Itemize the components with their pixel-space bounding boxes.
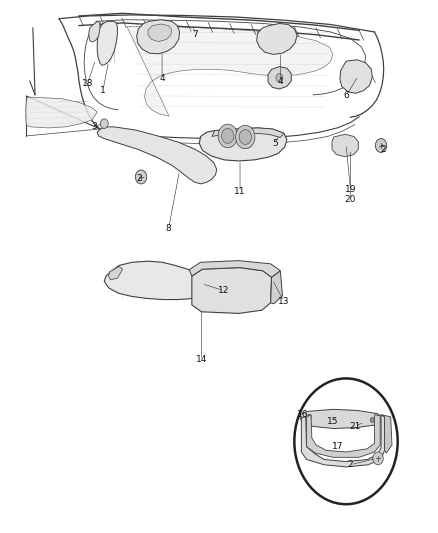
Text: 14: 14 bbox=[196, 356, 207, 364]
Text: 6: 6 bbox=[343, 92, 349, 100]
Circle shape bbox=[307, 414, 311, 419]
Text: 4: 4 bbox=[278, 77, 283, 85]
Circle shape bbox=[135, 170, 147, 184]
Polygon shape bbox=[104, 261, 214, 300]
Text: 12: 12 bbox=[218, 286, 229, 295]
Circle shape bbox=[276, 74, 283, 82]
Polygon shape bbox=[268, 67, 291, 89]
Polygon shape bbox=[25, 97, 97, 128]
Polygon shape bbox=[257, 23, 297, 54]
Text: 2: 2 bbox=[348, 461, 353, 469]
Text: 8: 8 bbox=[166, 224, 172, 232]
Polygon shape bbox=[340, 60, 372, 93]
Text: 7: 7 bbox=[192, 30, 198, 39]
Polygon shape bbox=[148, 24, 172, 42]
Polygon shape bbox=[301, 415, 385, 467]
Text: 15: 15 bbox=[327, 417, 339, 425]
Circle shape bbox=[370, 417, 374, 423]
Polygon shape bbox=[89, 21, 100, 42]
Text: 16: 16 bbox=[297, 410, 308, 419]
Polygon shape bbox=[97, 127, 217, 184]
Polygon shape bbox=[109, 266, 123, 280]
Polygon shape bbox=[332, 134, 358, 157]
Text: 18: 18 bbox=[82, 79, 93, 88]
Polygon shape bbox=[199, 128, 287, 161]
Circle shape bbox=[236, 125, 255, 149]
Polygon shape bbox=[300, 409, 383, 429]
Text: 2: 2 bbox=[381, 145, 386, 154]
Text: 4: 4 bbox=[159, 75, 165, 83]
Circle shape bbox=[239, 130, 251, 144]
Text: 5: 5 bbox=[272, 140, 278, 148]
Text: 11: 11 bbox=[234, 188, 246, 196]
Text: 19: 19 bbox=[345, 185, 356, 193]
Polygon shape bbox=[137, 20, 180, 54]
Text: 3: 3 bbox=[91, 122, 97, 131]
Circle shape bbox=[373, 452, 383, 465]
Polygon shape bbox=[381, 415, 392, 453]
Polygon shape bbox=[127, 27, 333, 116]
Text: 13: 13 bbox=[278, 297, 290, 305]
Text: 17: 17 bbox=[332, 442, 343, 451]
Text: 2: 2 bbox=[137, 174, 142, 183]
Polygon shape bbox=[192, 268, 272, 313]
Polygon shape bbox=[97, 21, 117, 65]
Polygon shape bbox=[212, 128, 284, 138]
Text: 21: 21 bbox=[349, 422, 360, 431]
Polygon shape bbox=[271, 271, 283, 304]
Polygon shape bbox=[189, 261, 280, 277]
Circle shape bbox=[222, 128, 234, 143]
Circle shape bbox=[100, 119, 108, 128]
Text: 1: 1 bbox=[100, 86, 106, 95]
Circle shape bbox=[218, 124, 237, 148]
Text: 20: 20 bbox=[345, 196, 356, 204]
Polygon shape bbox=[307, 415, 380, 457]
Circle shape bbox=[375, 139, 387, 152]
Circle shape bbox=[294, 378, 398, 504]
